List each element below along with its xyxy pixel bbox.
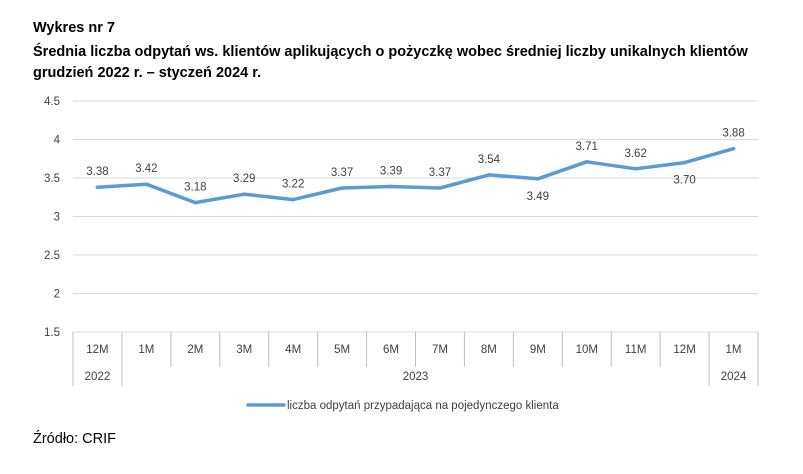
x-tick-label: 9M — [530, 344, 546, 356]
data-point — [242, 192, 247, 196]
data-label: 3.22 — [282, 179, 304, 191]
y-tick-label: 3 — [54, 212, 60, 224]
legend-label: liczba odpytań przypadająca na pojedyncz… — [287, 400, 559, 412]
y-tick-label: 2 — [54, 289, 60, 301]
x-tick-label: 4M — [285, 344, 301, 356]
data-label: 3.62 — [624, 148, 646, 160]
data-point — [682, 160, 687, 165]
data-point — [633, 166, 638, 171]
data-point — [95, 185, 100, 190]
series-line — [95, 146, 736, 205]
x-tick-label: 5M — [334, 344, 350, 356]
figure-label: Wykres nr 7 — [33, 20, 115, 36]
y-tick-label: 2.5 — [44, 250, 60, 262]
data-label: 3.49 — [527, 191, 549, 203]
x-tick-label: 1M — [138, 344, 154, 356]
x-group-label: 2024 — [721, 371, 747, 383]
x-tick-label: 11M — [625, 344, 647, 356]
x-tick-label: 2M — [187, 344, 203, 356]
data-label: 3.42 — [135, 163, 157, 175]
data-point — [438, 186, 442, 190]
data-label: 3.18 — [184, 182, 206, 194]
data-label: 3.54 — [478, 154, 501, 166]
x-tick-label: 7M — [432, 344, 448, 356]
data-point — [340, 186, 344, 190]
y-tick-label: 3.5 — [44, 173, 60, 185]
data-label: 3.29 — [233, 173, 255, 185]
data-point — [731, 146, 736, 151]
x-tick-label: 6M — [383, 344, 399, 356]
data-label: 3.37 — [331, 167, 353, 179]
x-tick-label: 10M — [576, 344, 598, 356]
x-group-label: 2022 — [85, 371, 111, 383]
source-note: Źródło: CRIF — [33, 431, 116, 447]
data-point — [536, 176, 540, 181]
x-tick-label: 8M — [481, 344, 497, 356]
x-tick-label: 1M — [726, 344, 742, 356]
y-tick-label: 4 — [54, 135, 61, 147]
x-tick-label: 12M — [673, 344, 695, 356]
data-point — [193, 200, 198, 205]
y-tick-label: 4.5 — [44, 96, 60, 108]
chart-title: Średnia liczba odpytań ws. klientów apli… — [33, 44, 748, 81]
data-label: 3.70 — [673, 175, 695, 187]
x-tick-label: 3M — [236, 344, 252, 356]
y-tick-label: 1.5 — [44, 327, 60, 339]
data-point — [144, 182, 149, 186]
data-label: 3.71 — [576, 141, 598, 153]
data-label: 3.38 — [86, 166, 108, 178]
x-tick-label: 12M — [86, 344, 108, 356]
data-point — [584, 160, 589, 164]
data-point — [291, 197, 295, 202]
data-point — [487, 173, 491, 177]
x-group-label: 2023 — [403, 371, 429, 383]
data-label: 3.37 — [429, 167, 451, 179]
data-label: 3.39 — [380, 165, 402, 177]
data-point — [389, 184, 393, 189]
data-label: 3.88 — [722, 128, 744, 140]
